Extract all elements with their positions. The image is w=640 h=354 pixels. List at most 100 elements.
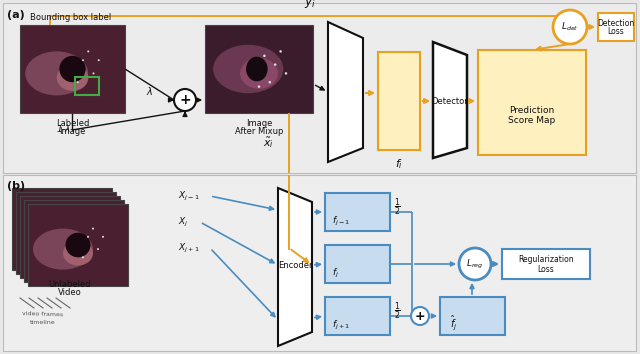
Text: $X_{j-1}$: $X_{j-1}$ — [178, 189, 200, 202]
Text: $X_{j+1}$: $X_{j+1}$ — [178, 241, 200, 255]
Bar — [20, 196, 120, 278]
Text: After Mixup: After Mixup — [235, 127, 283, 136]
Text: $f_{j+1}$: $f_{j+1}$ — [332, 319, 350, 332]
Ellipse shape — [90, 224, 92, 226]
Bar — [20, 25, 125, 113]
Ellipse shape — [82, 59, 84, 61]
Bar — [325, 193, 390, 231]
Ellipse shape — [21, 217, 81, 258]
Ellipse shape — [92, 228, 94, 230]
Text: $f_i$: $f_i$ — [395, 157, 403, 171]
Ellipse shape — [25, 221, 85, 262]
Ellipse shape — [274, 63, 276, 66]
Text: $\tilde{x}_i$: $\tilde{x}_i$ — [264, 135, 275, 150]
Text: $L_{det}$: $L_{det}$ — [561, 21, 579, 33]
Ellipse shape — [75, 224, 77, 226]
Text: (b): (b) — [7, 181, 25, 191]
Ellipse shape — [85, 236, 87, 238]
Ellipse shape — [279, 50, 282, 53]
Text: Unlabeled: Unlabeled — [49, 280, 92, 289]
Text: $\frac{1}{2}$: $\frac{1}{2}$ — [394, 301, 401, 322]
Bar — [24, 200, 124, 282]
Bar — [16, 192, 116, 274]
Bar — [598, 13, 634, 41]
Ellipse shape — [25, 51, 88, 95]
Bar — [440, 297, 505, 335]
Bar — [75, 77, 99, 95]
Ellipse shape — [58, 225, 83, 249]
Ellipse shape — [98, 232, 100, 234]
Text: $X_j$: $X_j$ — [178, 216, 188, 229]
Ellipse shape — [258, 85, 260, 88]
Ellipse shape — [49, 217, 74, 241]
Text: 1-λ: 1-λ — [57, 125, 71, 134]
Ellipse shape — [93, 244, 95, 246]
Ellipse shape — [78, 252, 80, 254]
Text: Loss: Loss — [607, 27, 625, 35]
Ellipse shape — [263, 55, 266, 57]
Ellipse shape — [61, 229, 86, 253]
Ellipse shape — [29, 224, 89, 266]
Ellipse shape — [51, 229, 81, 253]
Text: Image: Image — [246, 119, 272, 128]
Circle shape — [553, 10, 587, 44]
Ellipse shape — [79, 228, 81, 230]
Bar — [378, 52, 420, 150]
Text: Bounding box label: Bounding box label — [30, 12, 111, 22]
Bar — [12, 188, 112, 270]
Text: Labeled: Labeled — [56, 119, 89, 128]
Text: +: + — [179, 93, 191, 108]
Text: $f_{j-1}$: $f_{j-1}$ — [332, 215, 350, 228]
Text: timeline: timeline — [30, 320, 56, 325]
Ellipse shape — [94, 228, 96, 230]
Ellipse shape — [65, 233, 90, 257]
Polygon shape — [278, 188, 312, 346]
Ellipse shape — [66, 240, 68, 242]
Ellipse shape — [76, 212, 78, 213]
Ellipse shape — [33, 229, 93, 270]
Polygon shape — [328, 22, 363, 162]
Ellipse shape — [213, 45, 284, 93]
Ellipse shape — [47, 225, 77, 250]
Ellipse shape — [57, 64, 88, 91]
Text: $L_{reg}$: $L_{reg}$ — [467, 257, 484, 270]
Ellipse shape — [82, 256, 84, 258]
Text: Image: Image — [60, 127, 86, 136]
Text: Detector: Detector — [431, 97, 468, 107]
Circle shape — [411, 307, 429, 325]
Bar — [28, 204, 128, 286]
Text: Loss: Loss — [538, 264, 554, 274]
Bar — [325, 245, 390, 283]
Ellipse shape — [84, 219, 86, 222]
Ellipse shape — [102, 236, 104, 238]
Text: video frames: video frames — [22, 311, 63, 318]
Ellipse shape — [81, 232, 83, 234]
Ellipse shape — [60, 56, 86, 82]
Ellipse shape — [285, 72, 287, 75]
Ellipse shape — [83, 232, 85, 234]
Text: Score Map: Score Map — [508, 116, 556, 125]
Text: $\tilde{y}_i$: $\tilde{y}_i$ — [304, 0, 316, 11]
Ellipse shape — [17, 213, 77, 253]
Ellipse shape — [87, 236, 89, 238]
Ellipse shape — [89, 240, 91, 242]
Ellipse shape — [74, 248, 76, 250]
Ellipse shape — [70, 244, 72, 246]
Text: Detection: Detection — [597, 18, 635, 28]
Bar — [478, 50, 586, 155]
Ellipse shape — [71, 220, 73, 222]
Circle shape — [459, 248, 491, 280]
Bar — [3, 3, 636, 173]
Text: $\hat{f}_j$: $\hat{f}_j$ — [450, 314, 458, 332]
Bar — [3, 175, 636, 351]
Bar — [502, 249, 590, 279]
Ellipse shape — [63, 241, 93, 266]
Ellipse shape — [55, 233, 85, 257]
Ellipse shape — [54, 221, 79, 245]
Ellipse shape — [86, 220, 88, 222]
Ellipse shape — [98, 59, 100, 61]
Text: Regularization: Regularization — [518, 256, 574, 264]
Ellipse shape — [87, 50, 89, 52]
Text: (a): (a) — [7, 10, 25, 20]
Text: λ: λ — [147, 87, 152, 97]
